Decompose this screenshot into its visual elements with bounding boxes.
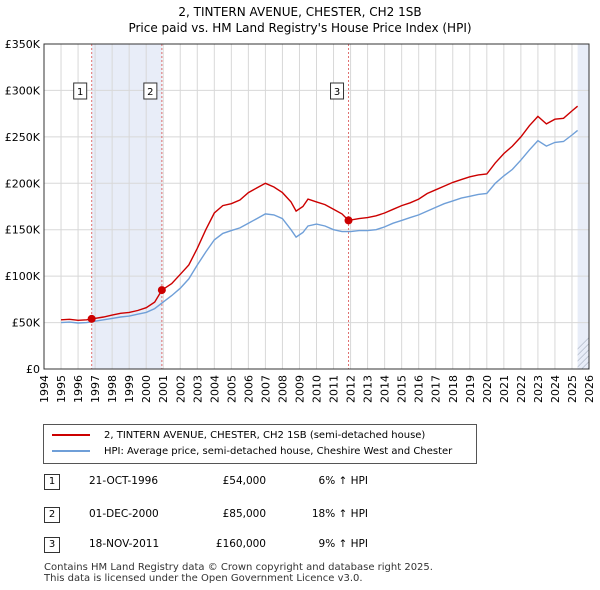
sale-row: 2 01-DEC-2000 £85,000 18% ↑ HPI (44, 507, 464, 527)
x-tick-label: 2014 (379, 375, 392, 403)
legend-label-property: 2, TINTERN AVENUE, CHESTER, CH2 1SB (sem… (104, 430, 426, 441)
sale-date: 18-NOV-2011 (89, 538, 160, 550)
x-tick-label: 1998 (106, 375, 119, 403)
x-tick-label: 2000 (140, 375, 153, 403)
x-tick-label: 2002 (174, 375, 187, 403)
sale-label-box (73, 82, 88, 100)
plot-frame (43, 43, 590, 370)
sale-point (87, 314, 96, 323)
series-line-property (60, 105, 579, 322)
x-tick-label: 2008 (276, 375, 289, 403)
sale-date: 01-DEC-2000 (89, 508, 159, 520)
chart-title: 2, TINTERN AVENUE, CHESTER, CH2 1SB (178, 5, 422, 19)
x-tick-label: 2021 (498, 375, 511, 403)
legend-swatch-property (52, 434, 90, 436)
sale-number-badge: 1 (44, 474, 60, 490)
y-tick-label: £100K (5, 270, 41, 283)
sale-date: 21-OCT-1996 (89, 475, 158, 487)
x-tick-label: 2004 (208, 375, 221, 403)
sale-row: 3 18-NOV-2011 £160,000 9% ↑ HPI (44, 537, 464, 557)
x-tick-label: 2011 (328, 375, 341, 403)
y-tick-label: £150K (5, 224, 41, 237)
x-tick-label: 2009 (293, 375, 306, 403)
x-tick-label: 2006 (242, 375, 255, 403)
sale-label-box (143, 82, 158, 100)
x-tick-label: 2010 (311, 375, 324, 403)
x-tick-label: 2015 (396, 375, 409, 403)
shaded-period (577, 44, 589, 369)
sale-price: £85,000 (222, 508, 266, 520)
x-tick-label: 1999 (123, 375, 136, 403)
x-tick-label: 1996 (72, 375, 85, 403)
sale-hpi-change: 18% ↑ HPI (311, 508, 368, 520)
footer-license: This data is licensed under the Open Gov… (44, 573, 363, 584)
sale-number-badge: 3 (44, 537, 60, 553)
legend-label-hpi: HPI: Average price, semi-detached house,… (104, 446, 453, 457)
x-tick-label: 2003 (191, 375, 204, 403)
x-tick-label: 1997 (89, 375, 102, 403)
y-tick-label: £200K (5, 177, 41, 190)
x-tick-label: 2024 (549, 375, 562, 403)
x-tick-label: 2001 (157, 375, 170, 403)
y-tick-label: £350K (5, 38, 41, 51)
x-tick-label: 2017 (430, 375, 443, 403)
legend-item-property: 2, TINTERN AVENUE, CHESTER, CH2 1SB (sem… (52, 428, 425, 444)
sale-price: £54,000 (222, 475, 266, 487)
x-tick-label: 2025 (566, 375, 579, 403)
legend-swatch-hpi (52, 450, 90, 452)
sale-label-text: 2 (147, 87, 153, 98)
sale-row: 1 21-OCT-1996 £54,000 6% ↑ HPI (44, 474, 464, 494)
sale-label-text: 3 (334, 87, 340, 98)
chart-subtitle: Price paid vs. HM Land Registry's House … (128, 21, 472, 35)
hatch-line (594, 44, 600, 369)
footer-copyright: Contains HM Land Registry data © Crown c… (44, 562, 433, 573)
sale-label-text: 1 (77, 87, 83, 98)
x-tick-label: 2013 (362, 375, 375, 403)
x-tick-label: 2007 (259, 375, 272, 403)
y-tick-label: £250K (5, 131, 41, 144)
y-tick-label: £300K (5, 84, 41, 97)
x-tick-label: 2018 (447, 375, 460, 403)
y-tick-label: £0 (26, 363, 40, 376)
sale-point (344, 216, 353, 225)
legend-item-hpi: HPI: Average price, semi-detached house,… (52, 444, 452, 460)
sale-hpi-change: 9% ↑ HPI (318, 538, 368, 550)
series-line-hpi (60, 129, 579, 324)
x-tick-label: 2012 (345, 375, 358, 403)
x-tick-label: 2016 (413, 375, 426, 403)
price-chart: 1 2 3 £0 £50K £100K £150K £200K £250K £300K £350K 1… (5, 38, 600, 403)
sale-price: £160,000 (215, 538, 266, 550)
sale-hpi-change: 6% ↑ HPI (318, 475, 368, 487)
sale-number-badge: 2 (44, 507, 60, 523)
x-tick-label: 1995 (55, 375, 68, 403)
x-tick-label: 2022 (515, 375, 528, 403)
x-tick-label: 2026 (583, 375, 596, 403)
x-tick-label: 2020 (481, 375, 494, 403)
y-tick-label: £50K (12, 317, 41, 330)
chart-legend: 2, TINTERN AVENUE, CHESTER, CH2 1SB (sem… (43, 424, 477, 464)
x-tick-label: 1994 (38, 375, 51, 403)
sale-label-box (330, 82, 345, 100)
x-tick-label: 2019 (464, 375, 477, 403)
x-tick-label: 2005 (225, 375, 238, 403)
sale-point (157, 286, 166, 295)
x-tick-label: 2023 (532, 375, 545, 403)
